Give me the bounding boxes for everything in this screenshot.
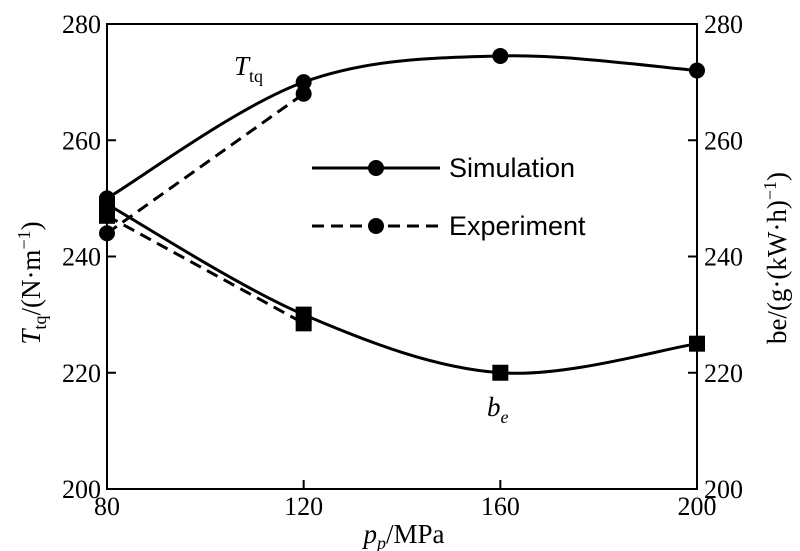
- data-point-square: [492, 364, 509, 381]
- right-tick-label: 240: [704, 243, 743, 272]
- legend-label: Experiment: [449, 211, 586, 241]
- data-point-circle: [689, 62, 705, 79]
- data-point-circle: [492, 47, 509, 64]
- left-tick-label: 200: [62, 475, 101, 504]
- torque-annotation: Ttq: [234, 51, 263, 86]
- right-axis-ticks: 200 220 240 260 280: [688, 10, 743, 504]
- left-tick-label: 240: [62, 243, 101, 272]
- data-point-circle: [295, 85, 312, 102]
- data-point-square: [689, 335, 705, 352]
- legend-label: Simulation: [449, 153, 575, 183]
- x-tick-label: 200: [678, 492, 717, 521]
- series-line: [106, 92, 305, 235]
- data-point-circle: [99, 225, 115, 242]
- legend: Simulation Experiment: [312, 153, 586, 241]
- series-torque-solid: [99, 47, 705, 207]
- series-line: [106, 202, 698, 375]
- left-axis-ticks: 200 220 240 260 280: [62, 10, 116, 504]
- series-line: [106, 214, 305, 325]
- right-tick-label: 260: [704, 126, 743, 155]
- left-tick-label: 220: [62, 359, 101, 388]
- x-tick-label: 80: [94, 492, 120, 521]
- left-axis-title: Ttq/(N·m−1): [14, 221, 50, 344]
- series-be-solid: [99, 196, 705, 381]
- series-layer: [99, 47, 705, 381]
- right-tick-label: 200: [704, 475, 743, 504]
- series-line: [106, 54, 698, 200]
- right-tick-label: 280: [704, 10, 743, 39]
- left-tick-label: 280: [62, 10, 101, 39]
- data-point-circle: [295, 74, 312, 91]
- x-tick-label: 160: [481, 492, 520, 521]
- legend-marker: [368, 218, 384, 234]
- x-axis-title: pp/MPa: [361, 519, 444, 551]
- left-tick-label: 260: [62, 126, 101, 155]
- x-axis-ticks: 80 120 160 200: [94, 480, 717, 521]
- data-point-square: [99, 207, 115, 224]
- right-tick-label: 220: [704, 359, 743, 388]
- series-be-dashed: [99, 207, 312, 332]
- be-annotation: be: [487, 392, 509, 427]
- x-tick-label: 120: [284, 492, 323, 521]
- series-torque-dashed: [99, 85, 312, 242]
- right-axis-title: be/(g·(kW·h)−1): [760, 172, 792, 344]
- data-point-square: [295, 315, 312, 332]
- legend-marker: [368, 160, 384, 176]
